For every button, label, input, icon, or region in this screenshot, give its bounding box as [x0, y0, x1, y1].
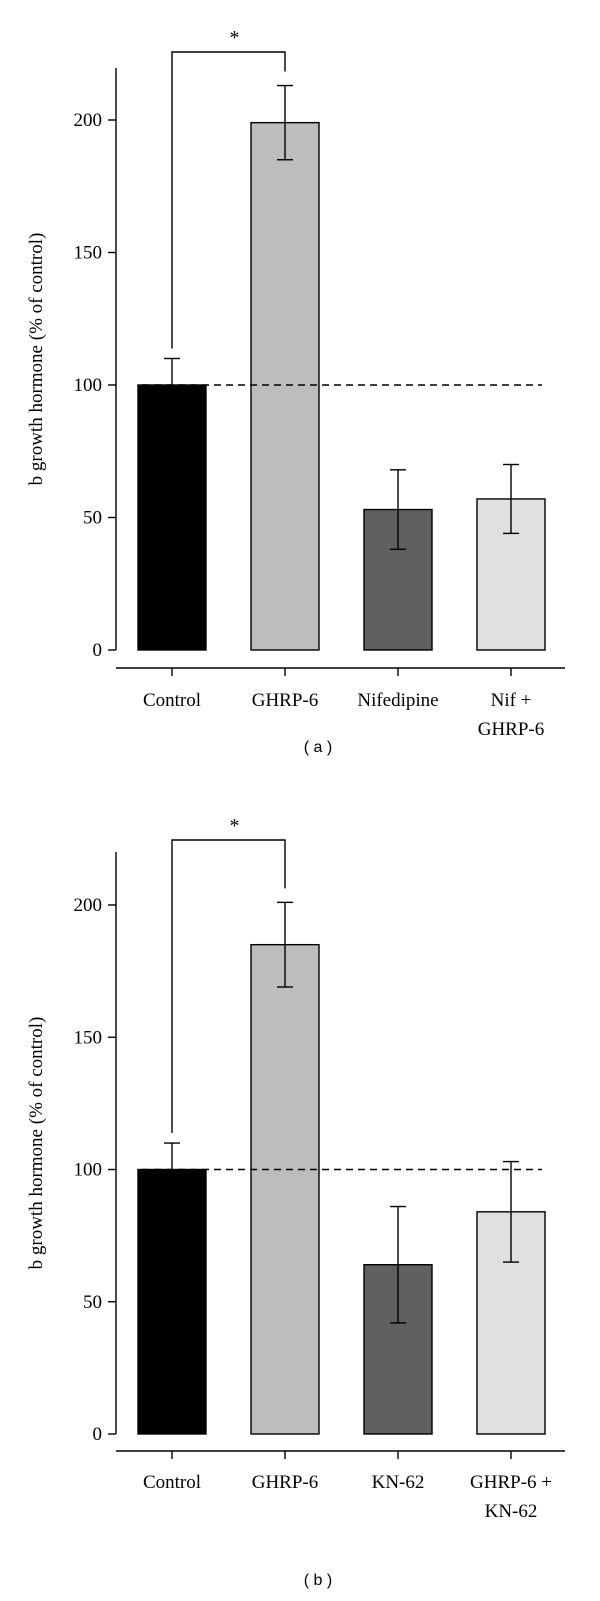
significance-bracket [171, 839, 286, 1134]
x-tick-label: KN-62 [372, 1472, 425, 1493]
significance-bracket [171, 51, 286, 349]
bar [250, 121, 320, 651]
chart-panel-a: 0 50 100 150 200 b growth hormone (% of contr… [26, 27, 565, 756]
y-tick-label: 0 [93, 1424, 103, 1445]
y-axis-title: b growth hormone (% of control) [26, 1017, 47, 1270]
y-tick-label: 50 [83, 508, 102, 529]
panel-label: ( a ) [304, 739, 332, 756]
y-tick-label: 100 [74, 1160, 103, 1181]
y-tick-label: 200 [74, 110, 103, 131]
bar [137, 384, 207, 651]
x-tick-label: Control [143, 1472, 201, 1493]
significance-star: * [230, 27, 240, 49]
bar [137, 1168, 207, 1435]
y-axis-title: b growth hormone (% of control) [26, 233, 47, 486]
bar [250, 943, 320, 1435]
x-tick-label: Nif + [491, 690, 532, 711]
x-tick-label: KN-62 [485, 1501, 538, 1522]
significance-star: * [230, 815, 240, 837]
x-tick-label: GHRP-6 [252, 1472, 319, 1493]
y-tick-label: 150 [74, 243, 103, 264]
x-tick-label: GHRP-6 [478, 719, 545, 740]
y-tick-label: 0 [93, 640, 103, 661]
y-tick-label: 150 [74, 1027, 103, 1048]
y-tick-label: 200 [74, 895, 103, 916]
panel-label: ( b ) [304, 1572, 332, 1589]
y-tick-label: 50 [83, 1292, 102, 1313]
x-tick-label: Nifedipine [357, 690, 438, 711]
chart-panel-b: 0 50 100 150 200 b growth hormone (% of contr… [26, 815, 565, 1589]
y-tick-label: 100 [74, 375, 103, 396]
x-tick-label: Control [143, 690, 201, 711]
x-tick-label: GHRP-6 [252, 690, 319, 711]
x-tick-label: GHRP-6 + [470, 1472, 552, 1493]
